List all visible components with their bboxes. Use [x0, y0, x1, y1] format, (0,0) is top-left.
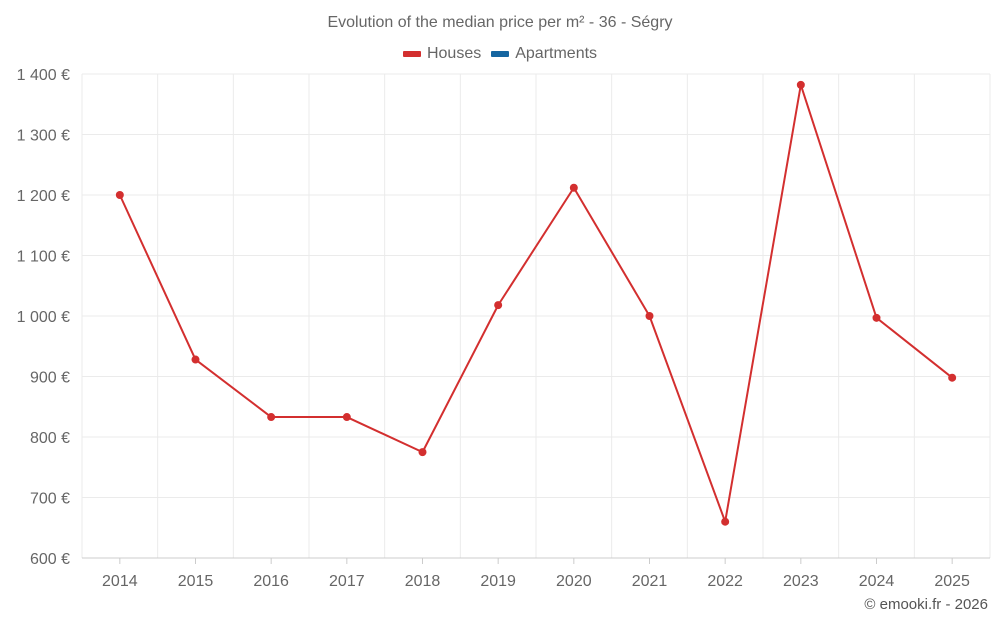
- data-point-houses: [418, 448, 427, 457]
- y-tick-label: 1 200 €: [17, 188, 70, 205]
- chart-title: Evolution of the median price per m² - 3…: [327, 14, 673, 31]
- x-tick-label: 2017: [329, 573, 365, 590]
- credit-text: © emooki.fr - 2026: [864, 596, 988, 613]
- x-tick-label: 2014: [102, 573, 138, 590]
- legend-label-houses: Houses: [426, 45, 482, 62]
- series-line-houses: [118, 83, 953, 523]
- data-point-houses: [721, 517, 730, 526]
- data-point-houses: [569, 183, 578, 192]
- legend-item-houses[interactable]: Houses: [402, 45, 482, 63]
- data-point-houses: [191, 355, 200, 364]
- y-tick-label: 1 300 €: [17, 128, 70, 145]
- y-tick-label: 800 €: [30, 430, 70, 447]
- y-tick-label: 900 €: [30, 370, 70, 387]
- legend-swatch-apartments: [491, 51, 510, 57]
- x-tick-label: 2019: [480, 573, 516, 590]
- x-tick-label: 2024: [859, 573, 895, 590]
- data-point-houses: [948, 373, 957, 382]
- data-point-houses: [342, 413, 351, 422]
- x-tick-label: 2021: [632, 573, 668, 590]
- legend-item-apartments[interactable]: Apartments: [491, 45, 597, 63]
- y-tick-label: 600 €: [30, 551, 70, 568]
- data-point-houses: [872, 313, 881, 322]
- x-tick-label: 2020: [556, 573, 592, 590]
- legend-swatch-houses: [402, 51, 421, 57]
- x-tick-label: 2015: [178, 573, 214, 590]
- legend-label-apartments: Apartments: [515, 45, 598, 62]
- y-tick-label: 1 000 €: [17, 309, 70, 326]
- x-tick-label: 2018: [405, 573, 441, 590]
- x-tick-label: 2023: [783, 573, 819, 590]
- legend: Houses Apartments: [0, 45, 1000, 63]
- data-point-houses: [494, 301, 503, 310]
- y-tick-label: 1 100 €: [17, 249, 70, 266]
- x-tick-label: 2016: [253, 573, 289, 590]
- y-tick-label: 700 €: [30, 491, 70, 508]
- y-tick-label: 1 400 €: [17, 67, 70, 84]
- x-tick-label: 2025: [934, 573, 970, 590]
- x-tick-label: 2022: [707, 573, 743, 590]
- data-point-houses: [645, 312, 654, 320]
- data-point-houses: [796, 80, 805, 89]
- data-point-houses: [115, 191, 124, 199]
- data-point-houses: [267, 413, 276, 422]
